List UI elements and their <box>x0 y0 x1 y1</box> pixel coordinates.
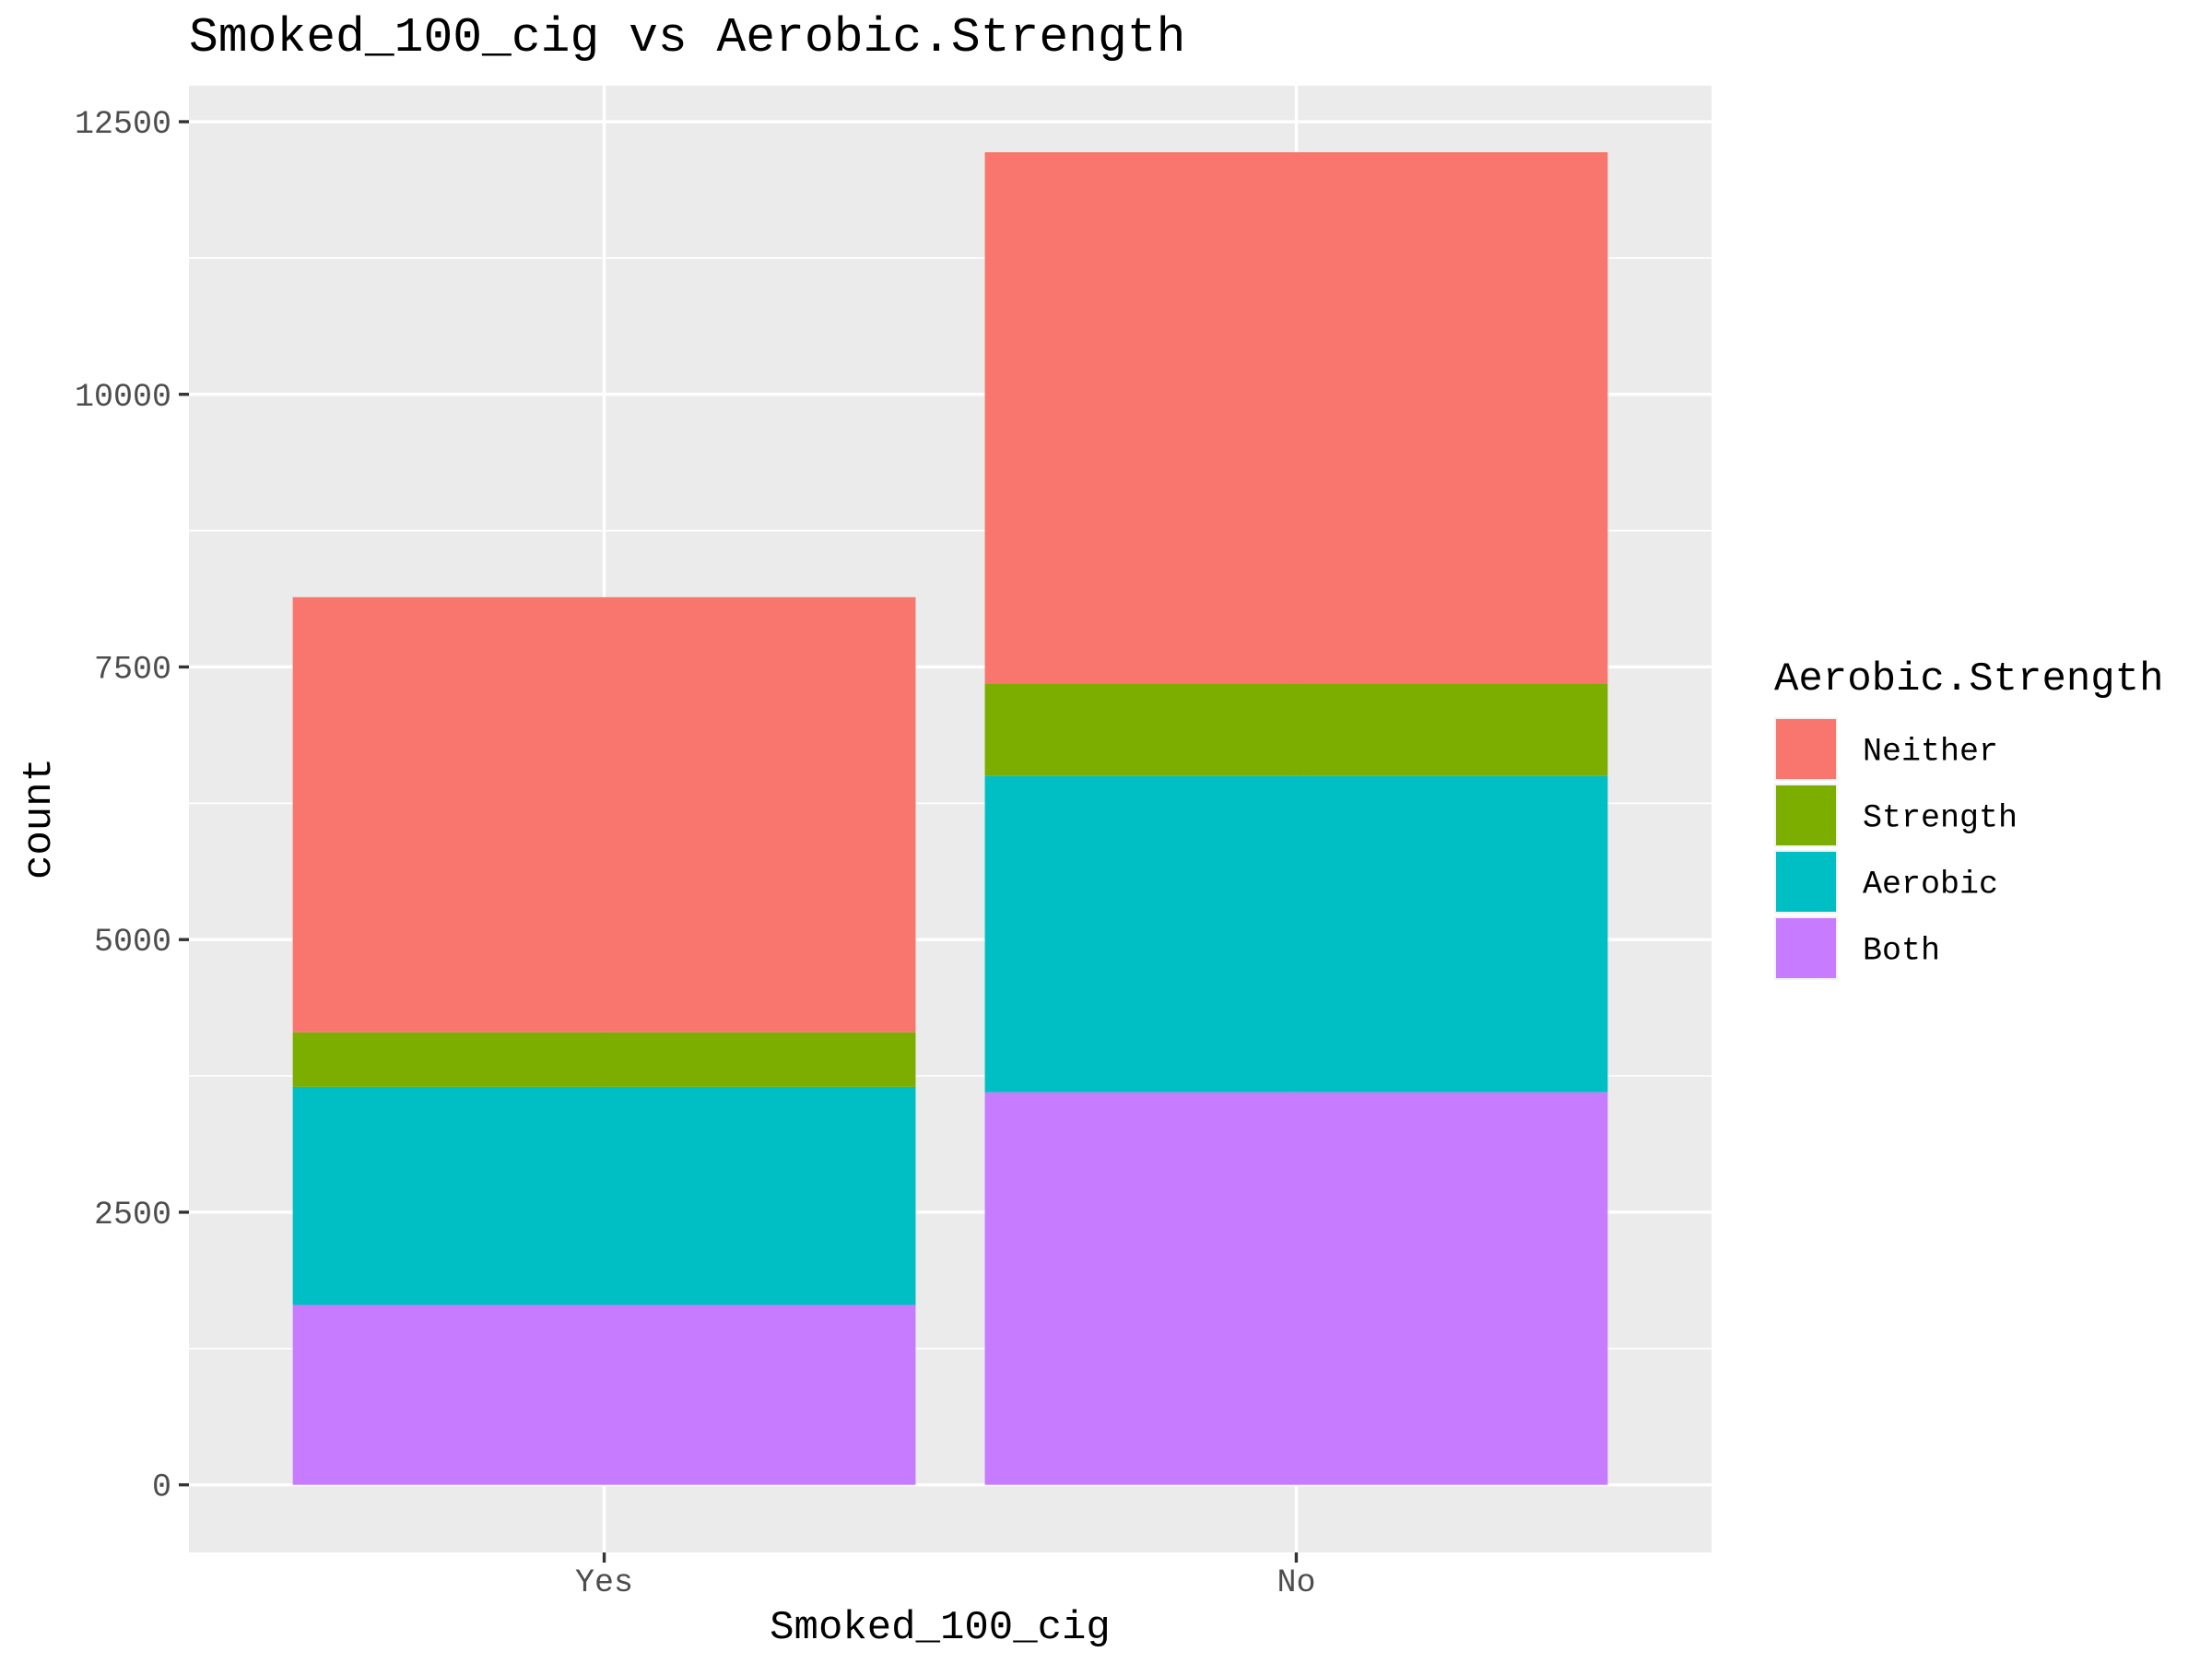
bar-segment-yes-both <box>292 1304 916 1485</box>
legend-swatch-aerobic <box>1776 852 1836 912</box>
bar-segment-yes-strength <box>292 1032 916 1087</box>
x-axis-title: Smoked_100_cig <box>770 1605 1111 1651</box>
x-axis: Yes No <box>575 1552 1315 1601</box>
chart-title: Smoked_100_cig vs Aerobic.Strength <box>189 10 1185 65</box>
y-tick-label: 7500 <box>94 651 171 688</box>
bar-segment-yes-aerobic <box>292 1086 916 1305</box>
y-tick-label: 5000 <box>94 924 171 961</box>
plot-area <box>189 86 1712 1552</box>
x-tick-label: No <box>1277 1564 1315 1601</box>
y-tick-label: 10000 <box>75 379 171 416</box>
legend-swatch-strength <box>1776 785 1836 845</box>
legend-label-both: Both <box>1863 933 1940 970</box>
legend: Aerobic.Strength Neither Strength Aerobic B… <box>1774 656 2163 980</box>
legend-swatch-both <box>1776 918 1836 978</box>
legend-label-aerobic: Aerobic <box>1863 867 1998 903</box>
y-axis: 0 2500 5000 7500 10000 12500 <box>75 106 189 1506</box>
y-tick-label: 2500 <box>94 1197 171 1233</box>
bar-segment-no-both <box>984 1092 1608 1485</box>
legend-label-neither: Neither <box>1863 734 1998 771</box>
x-tick-label: Yes <box>575 1564 633 1601</box>
legend-swatch-neither <box>1776 719 1836 779</box>
legend-title: Aerobic.Strength <box>1774 656 2163 702</box>
legend-label-strength: Strength <box>1863 800 2018 837</box>
y-tick-label: 0 <box>152 1469 171 1506</box>
bar-segment-no-neither <box>984 152 1608 684</box>
y-tick-label: 12500 <box>75 106 171 143</box>
bar-segment-yes-neither <box>292 596 916 1033</box>
bar-segment-no-strength <box>984 683 1608 776</box>
y-axis-title: count <box>17 758 63 879</box>
bar-segment-no-aerobic <box>984 775 1608 1092</box>
